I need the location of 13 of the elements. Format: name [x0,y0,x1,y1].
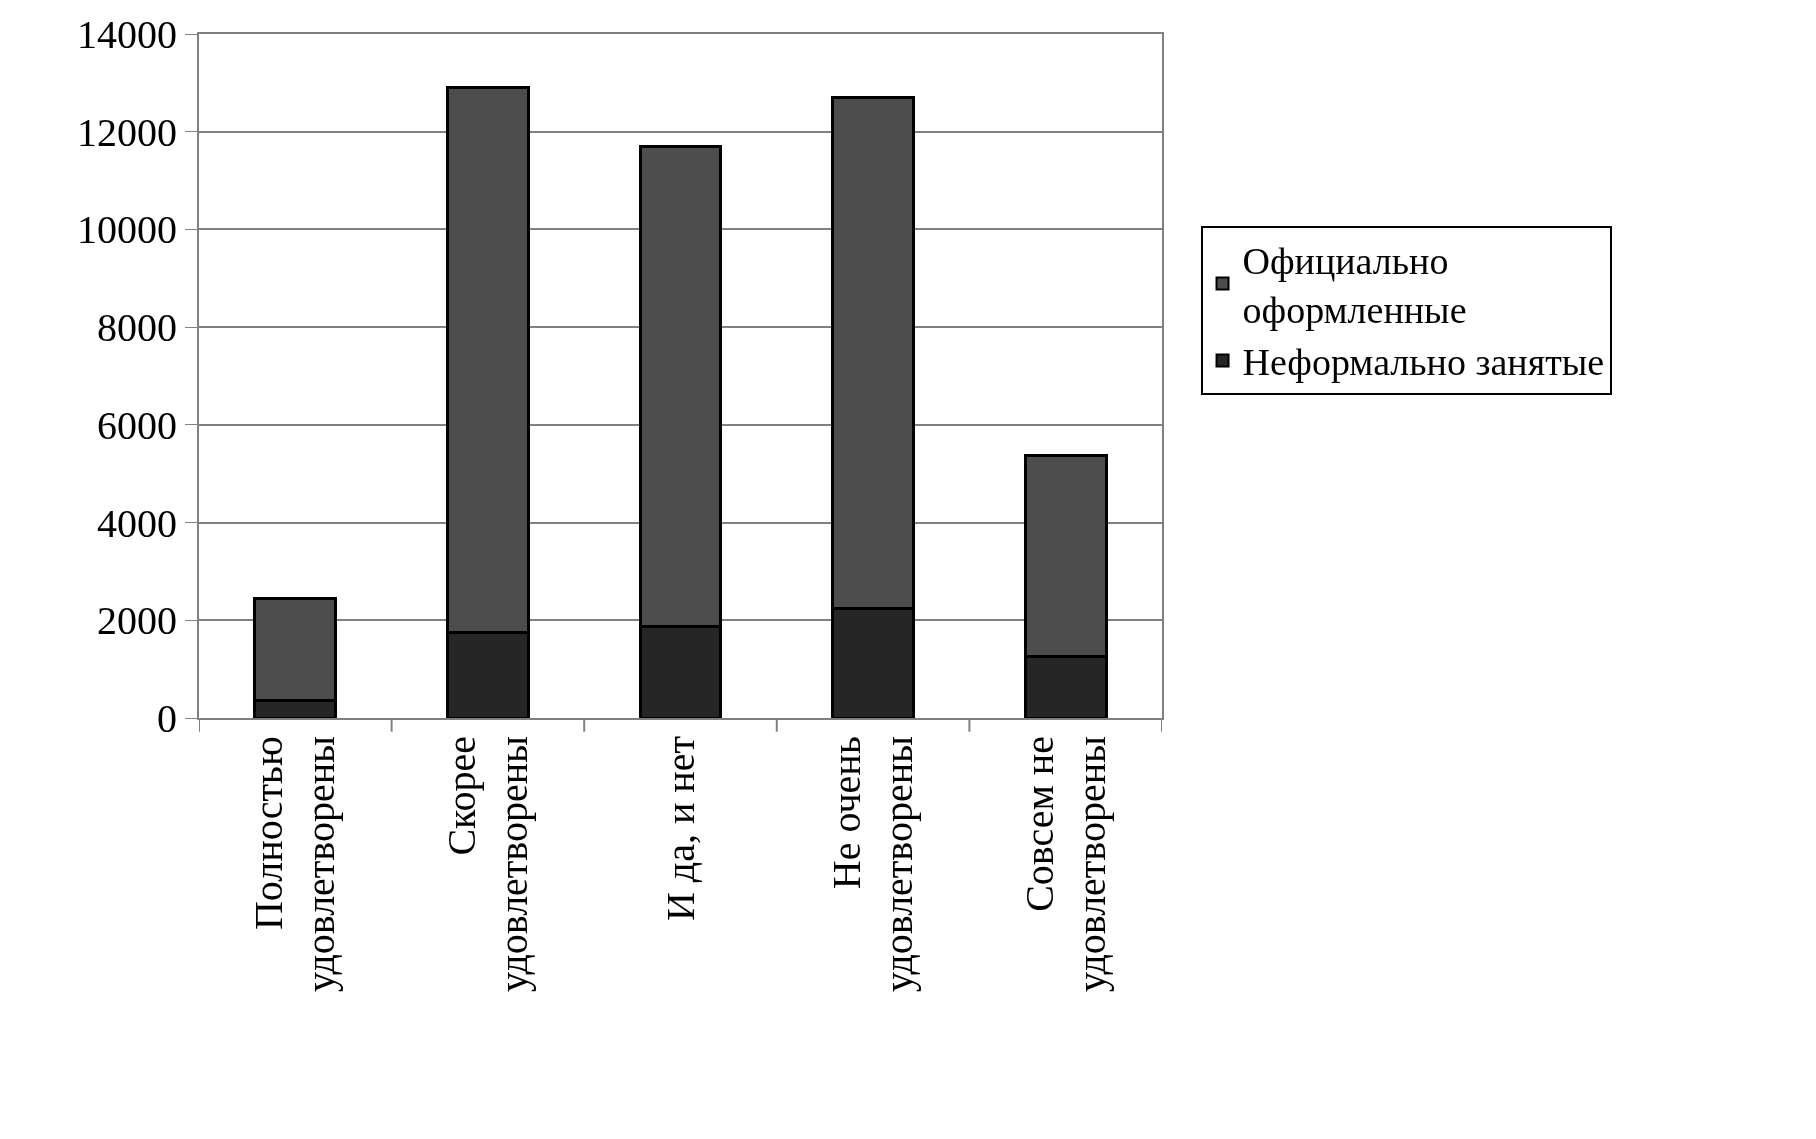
y-tick-label: 0 [157,696,177,741]
y-tick-label: 10000 [77,207,177,253]
x-tick-label: Полностью удовлетворены [246,736,344,993]
y-tick-label: 6000 [97,402,177,448]
y-tick-label: 4000 [97,500,177,546]
legend-label: Официально оформленные [1242,239,1467,331]
legend-label: Неформально занятые [1242,341,1605,384]
y-tick-label: 12000 [77,109,177,155]
y-tick-label: 8000 [97,305,177,351]
x-tick-label: И да, и нет [657,736,703,922]
x-tick-label: Не очень удовлетворены [824,736,922,993]
y-tick-label: 14000 [77,12,177,57]
y-tick-label: 2000 [97,598,177,644]
